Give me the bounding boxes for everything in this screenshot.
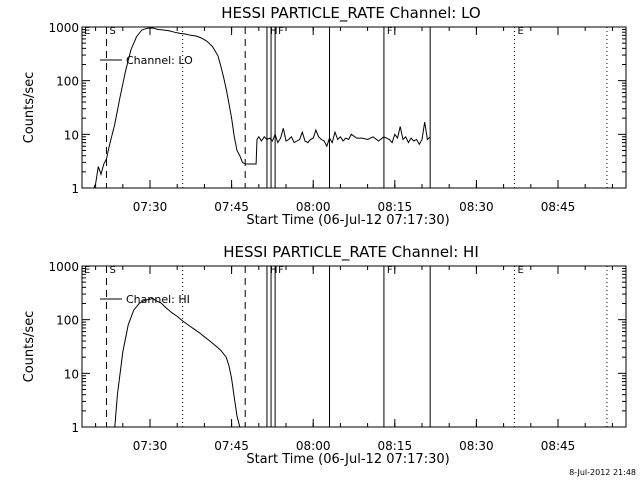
- panel-hi-marker-F-7: F: [387, 265, 393, 276]
- panel-lo-ytick-label-0: 1: [71, 182, 79, 196]
- panel-lo-y-ticks: 1 10 100 1000: [48, 21, 626, 196]
- panel-lo-series-line: [93, 27, 431, 188]
- panel-hi-xlabel: Start Time (06-Jul-12 07:17:30): [246, 452, 449, 467]
- panel-hi-marker-H-3: H: [270, 265, 278, 276]
- panel-lo-title: HESSI PARTICLE_RATE Channel: LO: [221, 4, 480, 23]
- panel-lo: HESSI PARTICLE_RATE Channel: LO S H F F EE 1…: [22, 4, 627, 228]
- panel-lo-xtick-label-1: 07:45: [214, 200, 249, 214]
- panel-lo-legend: Channel: LO: [100, 54, 193, 67]
- panel-hi-ytick-label-0: 1: [71, 421, 79, 435]
- timestamp: 8-Jul-2012 21:48: [569, 468, 636, 477]
- panel-hi-legend: Channel: HI: [100, 293, 190, 306]
- panel-hi-marker-F-5: F: [278, 265, 284, 276]
- panel-hi-marker-E-9: E: [517, 265, 523, 276]
- panel-hi: HESSI PARTICLE_RATE Channel: HI S H F F EE 1…: [22, 243, 627, 467]
- panel-hi-ytick-label-1: 10: [64, 367, 79, 381]
- panel-lo-marker-edge-0: E: [84, 26, 90, 37]
- panel-hi-marker-edge-0: E: [84, 265, 90, 276]
- panel-lo-x-ticks: 07:30 07:45 08:00 08:15 08:30 08:45: [95, 27, 613, 214]
- panel-lo-marker-F-7: F: [387, 26, 393, 37]
- panel-hi-xtick-label-1: 07:45: [214, 439, 249, 453]
- panel-hi-ytick-label-3: 1000: [48, 260, 79, 274]
- panel-hi-legend-label: Channel: HI: [126, 293, 190, 306]
- panel-hi-ylabel: Counts/sec: [22, 311, 37, 383]
- panel-hi-xtick-label-4: 08:30: [459, 439, 494, 453]
- panel-lo-ytick-label-3: 1000: [48, 21, 79, 35]
- panel-lo-xlabel: Start Time (06-Jul-12 07:17:30): [246, 213, 449, 228]
- panel-lo-ytick-label-1: 10: [64, 128, 79, 142]
- panel-lo-xtick-label-4: 08:30: [459, 200, 494, 214]
- panel-lo-markers: S H F F EE: [84, 26, 524, 37]
- panel-hi-xtick-label-5: 08:45: [541, 439, 576, 453]
- panel-hi-xtick-label-0: 07:30: [133, 439, 168, 453]
- panel-lo-marker-S-0: S: [109, 26, 115, 37]
- panel-lo-xtick-label-3: 08:15: [378, 200, 413, 214]
- panel-hi-title: HESSI PARTICLE_RATE Channel: HI: [223, 243, 479, 262]
- panel-lo-legend-label: Channel: LO: [126, 54, 193, 67]
- panel-hi-plot-frame: [81, 265, 627, 428]
- panel-hi-series-line: [114, 297, 241, 427]
- panel-hi-xtick-label-2: 08:00: [296, 439, 331, 453]
- panel-lo-xtick-label-2: 08:00: [296, 200, 331, 214]
- panel-hi-ytick-label-2: 100: [56, 314, 79, 328]
- panel-lo-vlines: [105, 27, 608, 188]
- panel-hi-markers: S H F F EE: [84, 265, 524, 276]
- panel-lo-marker-E-9: E: [517, 26, 523, 37]
- panel-lo-marker-H-3: H: [270, 26, 278, 37]
- panel-lo-ytick-label-2: 100: [56, 75, 79, 89]
- panel-lo-xtick-label-0: 07:30: [133, 200, 168, 214]
- panel-hi-xtick-label-3: 08:15: [378, 439, 413, 453]
- panel-lo-marker-F-5: F: [278, 26, 284, 37]
- panel-hi-x-ticks: 07:30 07:45 08:00 08:15 08:30 08:45: [95, 266, 613, 453]
- panel-lo-xtick-label-5: 08:45: [541, 200, 576, 214]
- panel-lo-ylabel: Counts/sec: [22, 72, 37, 144]
- panel-hi-y-ticks: 1 10 100 1000: [48, 260, 626, 435]
- panel-lo-plot-frame: [81, 26, 627, 189]
- panel-hi-marker-S-0: S: [109, 265, 115, 276]
- panel-hi-vlines: [105, 266, 608, 427]
